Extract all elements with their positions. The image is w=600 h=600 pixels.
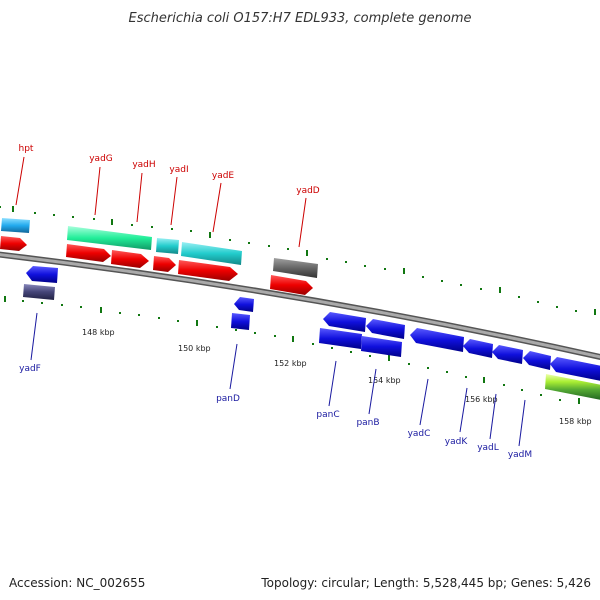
leader-line bbox=[229, 343, 238, 390]
gene-label-panC: panC bbox=[316, 410, 339, 420]
leader-line bbox=[136, 172, 143, 223]
cds-arrow bbox=[111, 250, 149, 268]
genome-title: Escherichia coli O157:H7 EDL933, complet… bbox=[129, 11, 472, 26]
cds-arrow bbox=[270, 275, 313, 295]
green-feature bbox=[545, 374, 600, 400]
gene-label-panB: panB bbox=[356, 418, 379, 428]
yadF-feature bbox=[23, 284, 55, 300]
yadE-feature bbox=[181, 242, 242, 265]
bottom-gene-labels: yadF panD panC panB yadC yadK yadL yadM bbox=[19, 312, 532, 460]
cds-arrow bbox=[410, 328, 464, 352]
gene-label-yadC: yadC bbox=[408, 429, 431, 439]
scale-label: 158 kbp bbox=[559, 417, 592, 426]
cds-arrow bbox=[523, 351, 551, 370]
scale-labels: 148 kbp 150 kbp 152 kbp 154 kbp 156 kbp … bbox=[82, 328, 592, 426]
cds-arrow bbox=[366, 319, 405, 339]
scale-label: 150 kbp bbox=[178, 344, 211, 353]
gene-label-yadF: yadF bbox=[19, 364, 41, 374]
cds-arrow bbox=[234, 297, 254, 312]
yadH-feature bbox=[156, 238, 179, 254]
accession-text: Accession: NC_002655 bbox=[9, 576, 145, 590]
leader-line bbox=[212, 182, 222, 233]
genome-backbone bbox=[0, 251, 600, 360]
leader-line bbox=[489, 393, 497, 440]
scale-label: 156 kbp bbox=[465, 395, 498, 404]
leader-line bbox=[368, 368, 377, 415]
cds-arrow bbox=[323, 312, 366, 332]
cds-arrow bbox=[463, 339, 493, 358]
cds-arrow bbox=[0, 236, 27, 251]
cds-arrow bbox=[231, 313, 250, 330]
leader-line bbox=[518, 399, 526, 447]
cds-arrow bbox=[26, 266, 58, 283]
leader-line bbox=[94, 166, 101, 216]
leader-line bbox=[328, 360, 337, 407]
forward-cds-features bbox=[0, 236, 313, 295]
gene-label-yadH: yadH bbox=[132, 160, 155, 170]
top-gene-labels: hpt yadG yadH yadI yadE yadD bbox=[15, 144, 320, 248]
cds-arrow bbox=[492, 345, 523, 364]
gene-label-hpt: hpt bbox=[19, 144, 34, 154]
gene-label-yadD: yadD bbox=[296, 186, 320, 196]
gene-label-yadI: yadI bbox=[169, 165, 188, 175]
scale-label: 148 kbp bbox=[82, 328, 115, 337]
gene-label-yadM: yadM bbox=[508, 450, 532, 460]
hpt-feature bbox=[1, 218, 30, 233]
yadG-feature bbox=[67, 226, 152, 250]
reverse-cds-features bbox=[23, 266, 600, 381]
gene-label-yadK: yadK bbox=[445, 437, 469, 447]
outer-tick-ring bbox=[0, 206, 596, 315]
gene-label-yadE: yadE bbox=[212, 171, 235, 181]
genome-summary-text: Topology: circular; Length: 5,528,445 bp… bbox=[260, 576, 591, 590]
gene-label-yadL: yadL bbox=[477, 443, 499, 453]
gene-label-panD: panD bbox=[216, 394, 240, 404]
yadD-feature bbox=[273, 258, 318, 278]
leader-line bbox=[459, 387, 468, 433]
leader-line bbox=[419, 378, 429, 426]
scale-label: 152 kbp bbox=[274, 359, 307, 368]
inner-tick-ring bbox=[4, 296, 580, 404]
cds-arrow bbox=[153, 256, 176, 272]
cds-arrow bbox=[66, 244, 111, 262]
leader-line bbox=[170, 176, 178, 226]
cds-arrow bbox=[178, 260, 238, 281]
cds-arrow bbox=[319, 328, 362, 349]
cds-arrow bbox=[550, 357, 600, 381]
upper-misc-features bbox=[1, 218, 318, 278]
leader-line bbox=[298, 197, 307, 248]
gene-label-yadG: yadG bbox=[89, 154, 113, 164]
leader-line bbox=[15, 156, 25, 206]
scale-label: 154 kbp bbox=[368, 376, 401, 385]
leader-line bbox=[30, 312, 38, 361]
cds-arrow bbox=[361, 336, 402, 357]
